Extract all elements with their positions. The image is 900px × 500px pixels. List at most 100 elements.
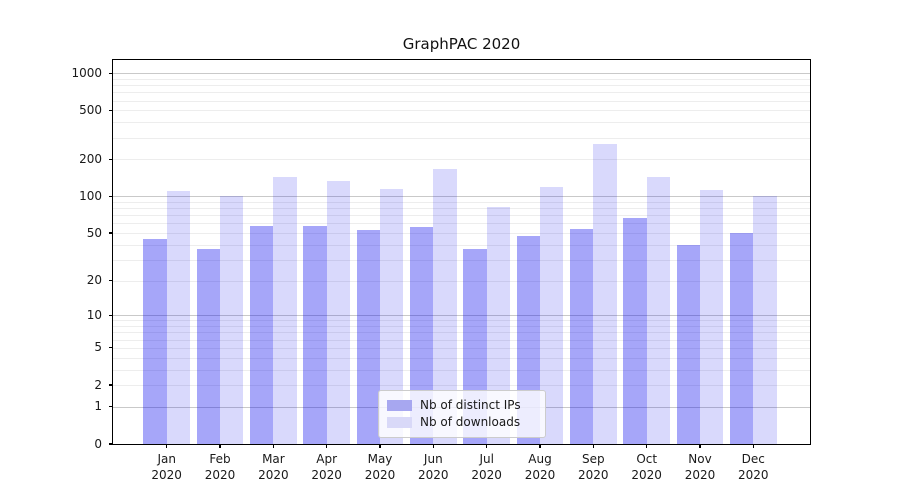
y-tick-mark (109, 109, 113, 112)
x-tick-label: Jul 2020 (471, 452, 502, 482)
y-tick-mark (109, 72, 113, 74)
legend-swatch-icon (387, 400, 412, 411)
bar-distinct-ips (303, 226, 327, 444)
gridline-minor (113, 201, 810, 203)
bar-distinct-ips (410, 227, 434, 444)
bar-distinct-ips (570, 228, 594, 444)
y-tick-label: 1000 (71, 65, 102, 80)
y-tick-mark (109, 314, 113, 316)
legend-item: Nb of distinct IPs (387, 397, 537, 414)
gridline-minor (113, 233, 810, 234)
x-tick-label: May 2020 (364, 452, 396, 482)
x-tick-label: Mar 2020 (258, 452, 289, 482)
x-tick-mark (326, 444, 328, 448)
y-tick-mark (109, 443, 113, 445)
y-tick-label: 10 (86, 307, 102, 322)
legend-label: Nb of downloads (420, 415, 521, 429)
y-tick-label: 5 (94, 340, 102, 355)
x-tick-label: Jun 2020 (418, 452, 449, 482)
x-tick-mark (272, 444, 275, 448)
bar-distinct-ips (196, 248, 220, 444)
bar-distinct-ips (730, 233, 754, 444)
gridline-minor (113, 92, 810, 94)
bar-downloads (540, 187, 564, 444)
bar-downloads (753, 196, 777, 444)
bar-distinct-ips (623, 218, 647, 444)
x-tick-label: Dec 2020 (738, 452, 769, 482)
x-tick-mark (379, 444, 381, 448)
chart-title: GraphPAC 2020 (402, 35, 521, 53)
x-tick-mark (646, 444, 648, 448)
gridline-minor (113, 85, 810, 87)
x-tick-label: Aug 2020 (524, 452, 556, 482)
y-tick-label: 1 (94, 399, 102, 414)
y-tick-mark (109, 158, 113, 161)
gridline-minor (113, 215, 810, 217)
x-tick-label: Nov 2020 (684, 452, 716, 482)
y-tick-label: 20 (86, 273, 102, 288)
legend-swatch-icon (387, 417, 412, 428)
gridline-major (113, 196, 810, 198)
gridline-minor (113, 320, 810, 322)
gridline-minor (113, 244, 810, 246)
plot-area (112, 59, 811, 445)
bar-downloads (433, 169, 457, 444)
gridline-minor (113, 326, 810, 328)
gridline-minor (113, 259, 810, 261)
bar-downloads (166, 191, 190, 444)
gridline-minor (113, 369, 810, 371)
bar-distinct-ips (250, 226, 274, 444)
gridline-minor (113, 137, 810, 139)
x-tick-mark (539, 444, 541, 448)
y-tick-mark (109, 384, 113, 386)
y-tick-mark (109, 347, 113, 349)
bar-downloads (326, 181, 350, 444)
x-tick-label: Feb 2020 (204, 452, 236, 482)
y-tick-label: 100 (79, 188, 102, 203)
gridline-minor (113, 208, 810, 210)
x-tick-mark (219, 444, 221, 448)
x-tick-label: Sep 2020 (578, 452, 609, 482)
y-tick-label: 200 (79, 151, 102, 166)
bar-downloads (273, 176, 297, 444)
bar-downloads (700, 189, 724, 444)
bar-distinct-ips (143, 238, 167, 444)
gridline-minor (113, 78, 810, 80)
legend-label: Nb of distinct IPs (420, 398, 521, 412)
gridline-major (113, 315, 810, 317)
gridline-minor (113, 100, 810, 102)
bar-distinct-ips (356, 229, 380, 444)
x-tick-mark (486, 444, 488, 448)
legend-item: Nb of downloads (387, 414, 537, 431)
x-tick-mark (592, 444, 594, 448)
y-tick-mark (109, 195, 113, 197)
x-tick-label: Apr 2020 (311, 452, 342, 482)
legend: Nb of distinct IPs Nb of downloads (378, 390, 546, 438)
x-tick-mark (752, 444, 754, 448)
gridline-minor (113, 347, 810, 349)
gridline-minor (113, 385, 810, 386)
bar-downloads (380, 189, 404, 444)
x-tick-label: Oct 2020 (631, 452, 662, 482)
gridline-minor (113, 357, 810, 359)
x-tick-mark (432, 444, 434, 448)
y-tick-mark (109, 280, 113, 282)
y-tick-mark (109, 232, 113, 234)
bar-downloads (486, 206, 510, 444)
y-tick-mark (109, 406, 113, 408)
y-tick-label: 2 (94, 377, 102, 392)
bar-downloads (220, 196, 244, 444)
gridline-major (113, 73, 810, 75)
x-tick-mark (699, 444, 701, 448)
bar-distinct-ips (676, 244, 700, 444)
gridline-minor (113, 159, 810, 161)
gridline-minor (113, 332, 810, 334)
y-tick-label: 50 (86, 225, 102, 240)
gridline-minor (113, 280, 810, 282)
gridline-minor (113, 339, 810, 341)
gridline-minor (113, 110, 810, 112)
bar-downloads (593, 144, 617, 444)
gridline-minor (113, 223, 810, 225)
x-tick-mark (166, 444, 168, 448)
